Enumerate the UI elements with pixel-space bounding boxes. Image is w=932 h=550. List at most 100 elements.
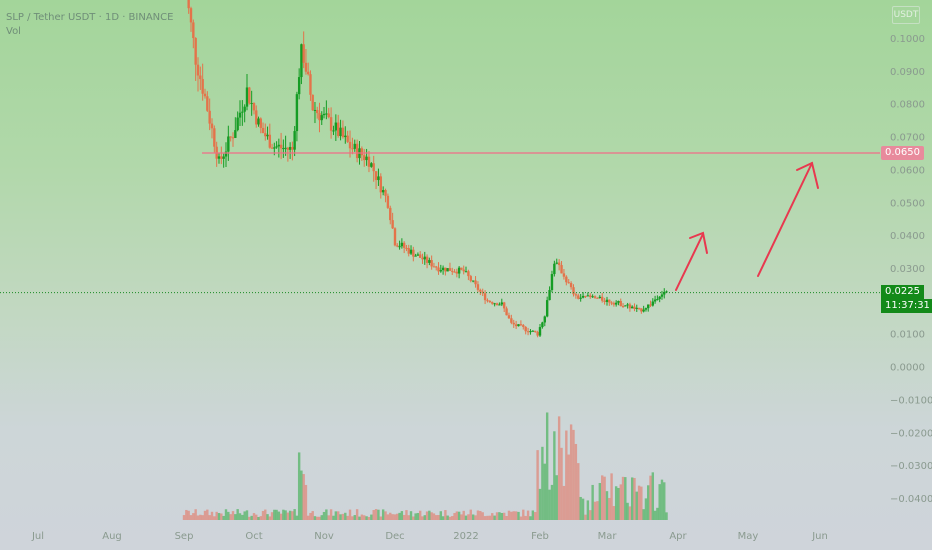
candle-body bbox=[402, 242, 406, 248]
volume-bar bbox=[633, 477, 636, 520]
volume-bar bbox=[581, 498, 585, 520]
candle-body bbox=[273, 147, 276, 149]
candle-body bbox=[318, 113, 321, 121]
volume-bar bbox=[325, 509, 328, 520]
volume-bar bbox=[579, 496, 582, 520]
candle-body bbox=[203, 93, 207, 97]
candle-body bbox=[517, 324, 520, 327]
candle-body bbox=[658, 296, 661, 300]
volume-bar bbox=[565, 430, 568, 520]
volume-bar bbox=[316, 516, 319, 520]
volume-bar bbox=[391, 514, 394, 520]
candle-body bbox=[446, 268, 449, 272]
candle-body bbox=[291, 146, 294, 150]
volume-bar bbox=[651, 472, 655, 520]
candle-body bbox=[510, 318, 513, 323]
candle-body bbox=[624, 305, 627, 307]
time-tick: Mar bbox=[598, 531, 618, 542]
volume-bar bbox=[365, 516, 368, 520]
candle-body bbox=[189, 8, 193, 23]
volume-bar bbox=[453, 513, 456, 520]
candle-body bbox=[495, 303, 499, 306]
candle-body bbox=[363, 155, 366, 161]
candle-body bbox=[332, 130, 335, 132]
volume-bar bbox=[526, 510, 530, 520]
candle-body bbox=[635, 307, 638, 309]
candle-body bbox=[519, 324, 523, 326]
candle-body bbox=[428, 260, 431, 263]
candle-body bbox=[444, 267, 447, 272]
volume-bar bbox=[213, 516, 216, 520]
candle-body bbox=[255, 110, 258, 125]
candle-body bbox=[460, 267, 463, 270]
candle-body bbox=[464, 271, 468, 273]
candle-body bbox=[500, 302, 504, 305]
volume-bar bbox=[603, 476, 606, 520]
candle-body bbox=[541, 322, 544, 328]
volume-bar bbox=[344, 512, 347, 520]
candle-body bbox=[589, 295, 592, 297]
volume-bar bbox=[334, 511, 338, 520]
candle-body bbox=[306, 71, 310, 75]
symbol-line: SLP / Tether USDT · 1D · BINANCE bbox=[6, 12, 174, 23]
candle-body bbox=[593, 296, 597, 298]
candle-body bbox=[236, 117, 239, 131]
volume-bar bbox=[196, 515, 200, 520]
volume-bar bbox=[220, 513, 223, 520]
volume-bar bbox=[245, 510, 249, 520]
volume-bar bbox=[275, 509, 278, 520]
volume-bar bbox=[182, 515, 186, 520]
candle-body bbox=[531, 330, 535, 332]
volume-bar bbox=[586, 500, 590, 520]
price-tick: 0.0100 bbox=[890, 330, 925, 341]
volume-bar bbox=[437, 515, 440, 520]
candle-body bbox=[579, 297, 582, 299]
volume-bar bbox=[553, 431, 556, 520]
candle-body bbox=[565, 276, 568, 283]
candle-body bbox=[640, 308, 643, 312]
volume-bar bbox=[640, 486, 643, 520]
volume-bar bbox=[621, 476, 625, 520]
candle-body bbox=[309, 74, 312, 95]
candle-body bbox=[337, 122, 340, 137]
volume-bar bbox=[374, 509, 378, 520]
candle-body bbox=[187, 0, 190, 9]
volume-bar bbox=[320, 515, 323, 520]
volume-bar bbox=[601, 475, 604, 520]
candle-body bbox=[192, 22, 195, 39]
candle-body bbox=[286, 147, 290, 150]
candle-body bbox=[656, 299, 659, 301]
volume-bar bbox=[435, 515, 438, 520]
volume-bar bbox=[194, 509, 197, 520]
candle-body bbox=[425, 256, 429, 263]
volume-bar bbox=[628, 506, 632, 520]
time-tick: Dec bbox=[385, 531, 404, 542]
candle-body bbox=[598, 296, 602, 298]
projection-arrows[interactable] bbox=[675, 161, 819, 291]
candle-body bbox=[553, 263, 556, 275]
price-tick: 0.0500 bbox=[890, 198, 925, 209]
candle-body bbox=[522, 325, 525, 327]
volume-bar bbox=[215, 511, 218, 520]
volume-bar bbox=[377, 509, 380, 520]
volume-bar bbox=[199, 514, 202, 520]
volume-bar bbox=[273, 509, 276, 520]
price-tick: 0.0900 bbox=[890, 67, 925, 78]
time-tick: 2022 bbox=[453, 531, 478, 542]
price-tick: 0.0800 bbox=[890, 100, 925, 111]
volume-bar bbox=[409, 511, 413, 520]
candle-body bbox=[391, 220, 394, 229]
candle-body bbox=[222, 156, 225, 159]
candle-body bbox=[220, 156, 223, 159]
currency-button[interactable]: USDT bbox=[892, 6, 920, 24]
volume-bar bbox=[236, 509, 239, 520]
time-tick: Oct bbox=[245, 531, 262, 542]
volume-bar bbox=[584, 514, 587, 520]
volume-bar bbox=[234, 514, 237, 520]
candle-body bbox=[441, 267, 445, 271]
candle-body bbox=[266, 134, 269, 137]
arrow-short bbox=[675, 233, 704, 291]
volume-bar bbox=[644, 498, 648, 520]
